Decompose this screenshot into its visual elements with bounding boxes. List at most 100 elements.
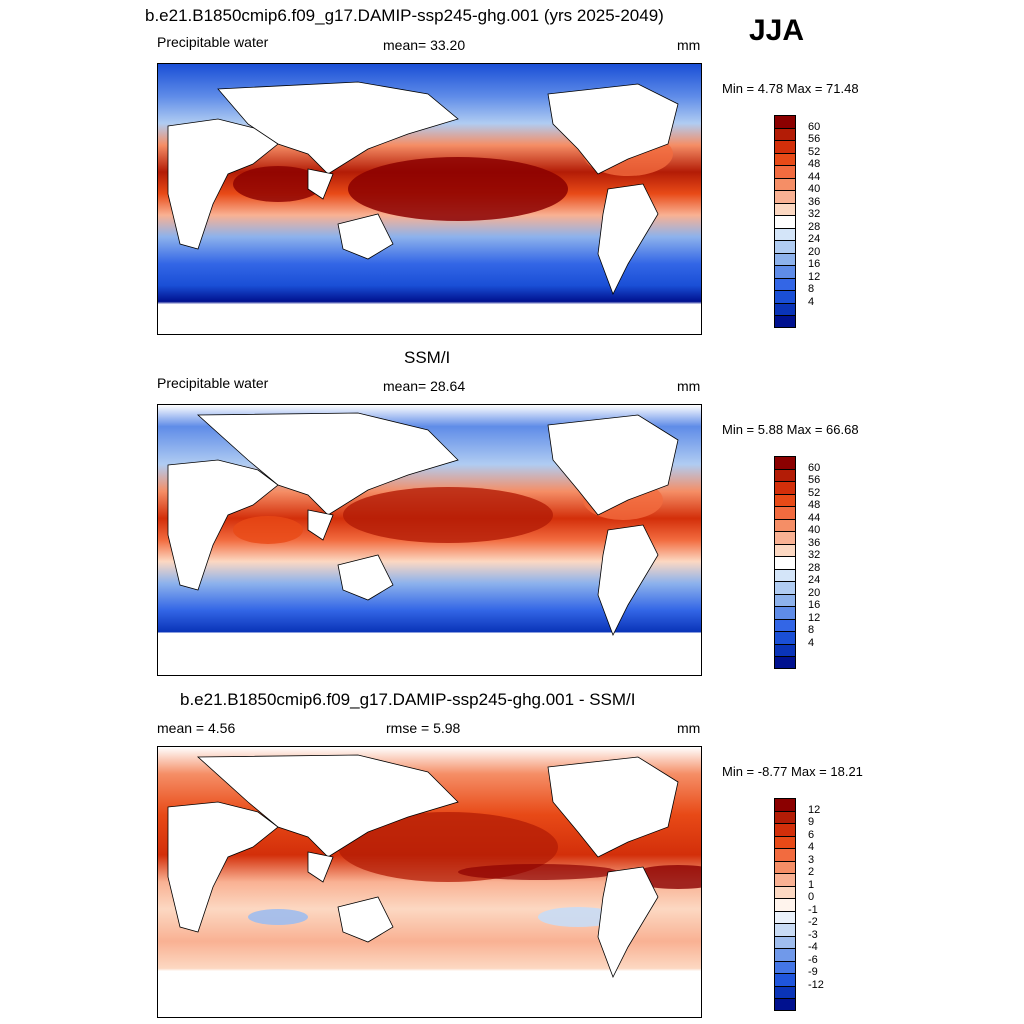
panel1-colorbar-tick-label: 28: [808, 220, 821, 233]
panel2-colorbar-tick-label: 48: [808, 499, 821, 512]
panel1-colorbar-swatch: [774, 252, 796, 266]
panel2-colorbar-swatch: [774, 556, 796, 570]
panel2-colorbar-swatch: [774, 656, 796, 670]
panel3-map: [157, 746, 702, 1018]
panel1-colorbar-tick-label: 52: [808, 145, 821, 158]
panel2-colorbar-tick-label: 44: [808, 511, 821, 524]
panel1-colorbar-divider: [774, 215, 796, 217]
panel2-colorbar-swatch: [774, 456, 796, 470]
panel1-colorbar-swatch: [774, 302, 796, 316]
panel3-colorbar-swatch: [774, 923, 796, 937]
panel2-colorbar-swatch: [774, 493, 796, 507]
panel2-colorbar-tick-label: 56: [808, 474, 821, 487]
panel1-colorbar-divider: [774, 140, 796, 142]
panel3-colorbar-tick-label: -12: [808, 978, 824, 991]
panel1-colorbar-swatch: [774, 177, 796, 191]
panel1-colorbar-tick-label: 44: [808, 170, 821, 183]
panel3-colorbar-swatch: [774, 960, 796, 974]
panel3-colorbar-swatch: [774, 810, 796, 824]
panel3-colorbar-tick-label: -1: [808, 903, 818, 916]
panel2-colorbar-tick-label: 4: [808, 636, 815, 649]
panel3-colorbar-tick-label: 12: [808, 803, 821, 816]
panel3-colorbar-divider: [774, 985, 796, 987]
panel1-colorbar-divider: [774, 252, 796, 254]
panel3-colorbar-tick-label: 9: [808, 816, 815, 829]
panel3-colorbar-divider: [774, 898, 796, 900]
panel1-mean-label: mean= 33.20: [383, 37, 466, 53]
panel2-colorbar-swatch: [774, 581, 796, 595]
panel3-colorbar-divider: [774, 948, 796, 950]
panel1-colorbar: 60 56 52 48 44 40 36 32 28 24 20 16 12 8 4: [774, 115, 834, 329]
panel1-map-svg: [158, 64, 701, 334]
panel3-colorbar-tick-label: -6: [808, 953, 818, 966]
panel1-colorbar-divider: [774, 202, 796, 204]
panel1-colorbar-tick-label: 4: [808, 295, 815, 308]
panel1-colorbar-tick-label: 40: [808, 183, 821, 196]
panel3-colorbar-divider: [774, 873, 796, 875]
panel2-colorbar-tick-label: 36: [808, 536, 821, 549]
panel1-colorbar-swatch: [774, 227, 796, 241]
panel1-colorbar-divider: [774, 227, 796, 229]
panel2-colorbar-divider: [774, 606, 796, 608]
panel2-colorbar-divider: [774, 481, 796, 483]
panel2-title: SSM/I: [404, 348, 451, 367]
panel2-colorbar-divider: [774, 531, 796, 533]
panel2-colorbar-divider: [774, 581, 796, 583]
panel1-colorbar-tick-label: 60: [808, 120, 821, 133]
panel1-colorbar-divider: [774, 265, 796, 267]
panel2-variable-label: Precipitable water: [157, 375, 269, 391]
panel2-colorbar-tick-label: 40: [808, 524, 821, 537]
panel2-colorbar-swatch: [774, 593, 796, 607]
panel1-colorbar-divider: [774, 190, 796, 192]
panel2-colorbar-tick-label: 28: [808, 561, 821, 574]
panel3-units: mm: [677, 720, 701, 736]
panel1-colorbar-swatch: [774, 190, 796, 204]
panel1-title: b.e21.B1850cmip6.f09_g17.DAMIP-ssp245-gh…: [145, 6, 664, 25]
panel2-mean-label: mean= 28.64: [383, 378, 466, 394]
panel3-colorbar-tick-label: 4: [808, 841, 815, 854]
panel3-colorbar-divider: [774, 923, 796, 925]
panel3-colorbar: 12 9 6 4 3 2 1 0 -1 -2 -3 -4 -6 -9 -12: [774, 798, 834, 1012]
panel3-colorbar-tick-label: -2: [808, 916, 818, 929]
panel3-colorbar-swatch: [774, 823, 796, 837]
panel2-colorbar-swatch: [774, 468, 796, 482]
panel2-colorbar-tick-label: 16: [808, 599, 821, 612]
panel2-colorbar-divider: [774, 493, 796, 495]
panel2-minmax: Min = 5.88 Max = 66.68: [722, 422, 859, 437]
panel1-colorbar-swatch: [774, 265, 796, 279]
panel1-colorbar-swatch: [774, 315, 796, 329]
panel1-colorbar-divider: [774, 127, 796, 129]
panel3-colorbar-tick-label: -3: [808, 928, 818, 941]
panel3-colorbar-divider: [774, 885, 796, 887]
panel1-colorbar-swatch: [774, 152, 796, 166]
panel3-colorbar-divider: [774, 860, 796, 862]
panel3-minmax: Min = -8.77 Max = 18.21: [722, 764, 863, 779]
panel2-map: [157, 404, 702, 676]
panel1-colorbar-divider: [774, 177, 796, 179]
panel3-colorbar-divider: [774, 998, 796, 1000]
panel3-colorbar-swatch: [774, 973, 796, 987]
panel2-colorbar-swatch: [774, 631, 796, 645]
panel2-colorbar-swatch: [774, 543, 796, 557]
panel1-colorbar-divider: [774, 302, 796, 304]
panel3-colorbar-tick-label: 0: [808, 891, 815, 904]
panel2-colorbar-tick-label: 8: [808, 624, 815, 637]
panel3-mean-label: mean = 4.56: [157, 720, 236, 736]
panel1-map: [157, 63, 702, 335]
panel3-colorbar-swatch: [774, 885, 796, 899]
panel3-colorbar-divider: [774, 835, 796, 837]
panel2-colorbar-divider: [774, 506, 796, 508]
panel1-colorbar-swatch: [774, 140, 796, 154]
panel2-colorbar-divider: [774, 468, 796, 470]
panel2-colorbar-tick-label: 32: [808, 549, 821, 562]
panel1-colorbar-divider: [774, 277, 796, 279]
panel1-colorbar-swatch: [774, 240, 796, 254]
panel1-colorbar-swatch: [774, 127, 796, 141]
panel2-colorbar-divider: [774, 656, 796, 658]
panel1-colorbar-divider: [774, 315, 796, 317]
panel3-colorbar-divider: [774, 823, 796, 825]
panel3-colorbar-swatch: [774, 873, 796, 887]
panel2-colorbar-swatch: [774, 518, 796, 532]
panel1-colorbar-divider: [774, 165, 796, 167]
panel1-colorbar-tick-label: 20: [808, 245, 821, 258]
